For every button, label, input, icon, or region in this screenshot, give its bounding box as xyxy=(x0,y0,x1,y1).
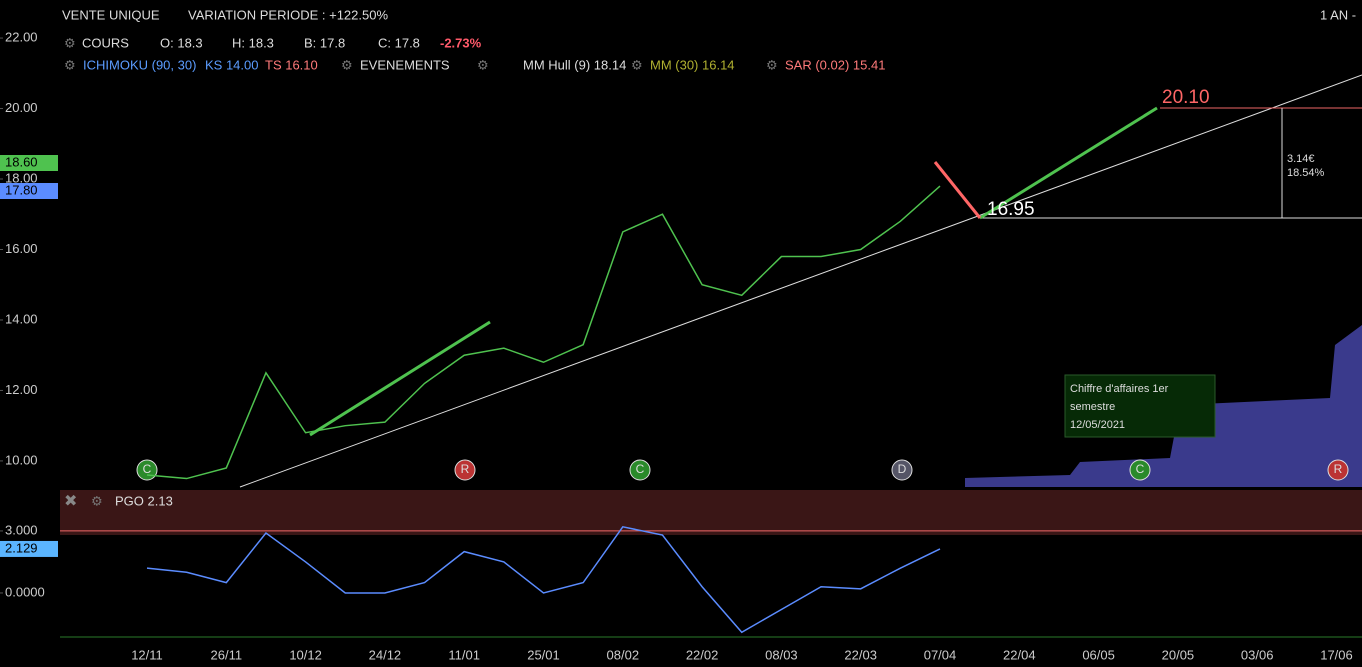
price-tag-label: 18.60 xyxy=(5,154,38,169)
y-tick-label: 18.00 xyxy=(5,170,38,185)
x-tick-label: 22/02 xyxy=(686,647,719,662)
target-label: 20.10 xyxy=(1162,87,1210,108)
x-tick-label: 08/03 xyxy=(765,647,798,662)
x-tick-label: 12/11 xyxy=(131,647,163,662)
event-box[interactable] xyxy=(1064,374,1216,438)
x-tick-label: 10/12 xyxy=(289,647,322,662)
series-line xyxy=(146,185,941,480)
gear-icon: ⚙ xyxy=(91,493,103,508)
x-tick-label: 07/04 xyxy=(924,647,957,662)
gear-icon: ⚙ xyxy=(64,57,76,72)
legend-item: EVENEMENTS xyxy=(360,57,450,72)
x-tick-label: 08/02 xyxy=(607,647,640,662)
x-tick-label: 20/05 xyxy=(1162,647,1195,662)
event-badge xyxy=(1327,459,1349,481)
base-label: 16.95 xyxy=(987,199,1035,220)
badge-label: R xyxy=(461,462,470,476)
legend-item: H: 18.3 xyxy=(232,35,274,50)
rise-line xyxy=(309,320,491,437)
y-tick-label: 3.000 xyxy=(5,522,38,537)
legend-item: TS 16.10 xyxy=(265,57,318,72)
gear-icon: ⚙ xyxy=(631,57,643,72)
event-date: 12/05/2021 xyxy=(1070,419,1125,431)
event-badge xyxy=(891,459,913,481)
x-tick-label: 03/06 xyxy=(1241,647,1274,662)
y-tick-label: 16.00 xyxy=(5,241,38,256)
event-title: Chiffre d'affaires 1er semestre xyxy=(1070,383,1169,413)
legend-item: KS 14.00 xyxy=(205,57,259,72)
gear-icon: ⚙ xyxy=(341,57,353,72)
projection xyxy=(979,106,1158,220)
period: 1 AN - xyxy=(1320,7,1356,22)
gear-icon: ⚙ xyxy=(64,35,76,50)
event-badge xyxy=(629,459,651,481)
x-tick-label: 26/11 xyxy=(211,647,243,662)
legend-item: -2.73% xyxy=(440,35,482,50)
legend-item: B: 17.8 xyxy=(304,35,345,50)
y-tick-label: 0.0000 xyxy=(5,584,45,599)
badge-label: D xyxy=(898,462,907,476)
gear-icon: ⚙ xyxy=(477,57,489,72)
y-tick-label: 20.00 xyxy=(5,100,38,115)
gain-label: 3.14€ xyxy=(1287,153,1315,165)
price-tag-label: 17.80 xyxy=(5,182,38,197)
value-tag xyxy=(0,540,58,557)
gain-pct: 18.54% xyxy=(1287,167,1325,179)
trend-line xyxy=(239,74,1362,488)
event-badge xyxy=(454,459,476,481)
x-tick-label: 06/05 xyxy=(1082,647,1115,662)
x-tick-label: 22/03 xyxy=(844,647,877,662)
gear-icon: ⚙ xyxy=(766,57,778,72)
badge-label: C xyxy=(636,462,645,476)
price-tag xyxy=(0,155,58,171)
badge-label: C xyxy=(143,462,152,476)
pgo-header xyxy=(60,490,1362,535)
x-tick-label: 22/04 xyxy=(1003,647,1036,662)
ichimoku-cloud xyxy=(965,325,1362,487)
pgo-title: PGO 2.13 xyxy=(115,493,173,508)
legend-item: C: 17.8 xyxy=(378,35,420,50)
x-tick-label: 24/12 xyxy=(369,647,402,662)
x-tick-label: 11/01 xyxy=(448,647,480,662)
x-tick-label: 25/01 xyxy=(527,647,560,662)
legend-item: ICHIMOKU (90, 30) xyxy=(83,57,196,72)
legend-item: MM Hull (9) 18.14 xyxy=(523,57,626,72)
close-icon[interactable]: ✖ xyxy=(64,493,77,510)
y-tick-label: 10.00 xyxy=(5,452,38,467)
legend-item: SAR (0.02) 15.41 xyxy=(785,57,885,72)
y-tick-label: 12.00 xyxy=(5,382,38,397)
series-line xyxy=(146,525,941,634)
price-tag xyxy=(0,183,58,199)
badge-label: R xyxy=(1334,462,1343,476)
y-tick-label: 22.00 xyxy=(5,29,38,44)
title: VENTE UNIQUE xyxy=(62,7,160,22)
x-tick-label: 17/06 xyxy=(1320,647,1353,662)
legend-item: O: 18.3 xyxy=(160,35,203,50)
variation: VARIATION PERIODE : +122.50% xyxy=(188,7,388,22)
legend-item: COURS xyxy=(82,35,129,50)
legend-item: MM (30) 16.14 xyxy=(650,57,735,72)
y-tick-label: 14.00 xyxy=(5,311,38,326)
drop-line xyxy=(933,161,982,219)
event-badge xyxy=(1129,459,1151,481)
value-tag-label: 2.129 xyxy=(5,540,38,555)
badge-label: C xyxy=(1136,462,1145,476)
